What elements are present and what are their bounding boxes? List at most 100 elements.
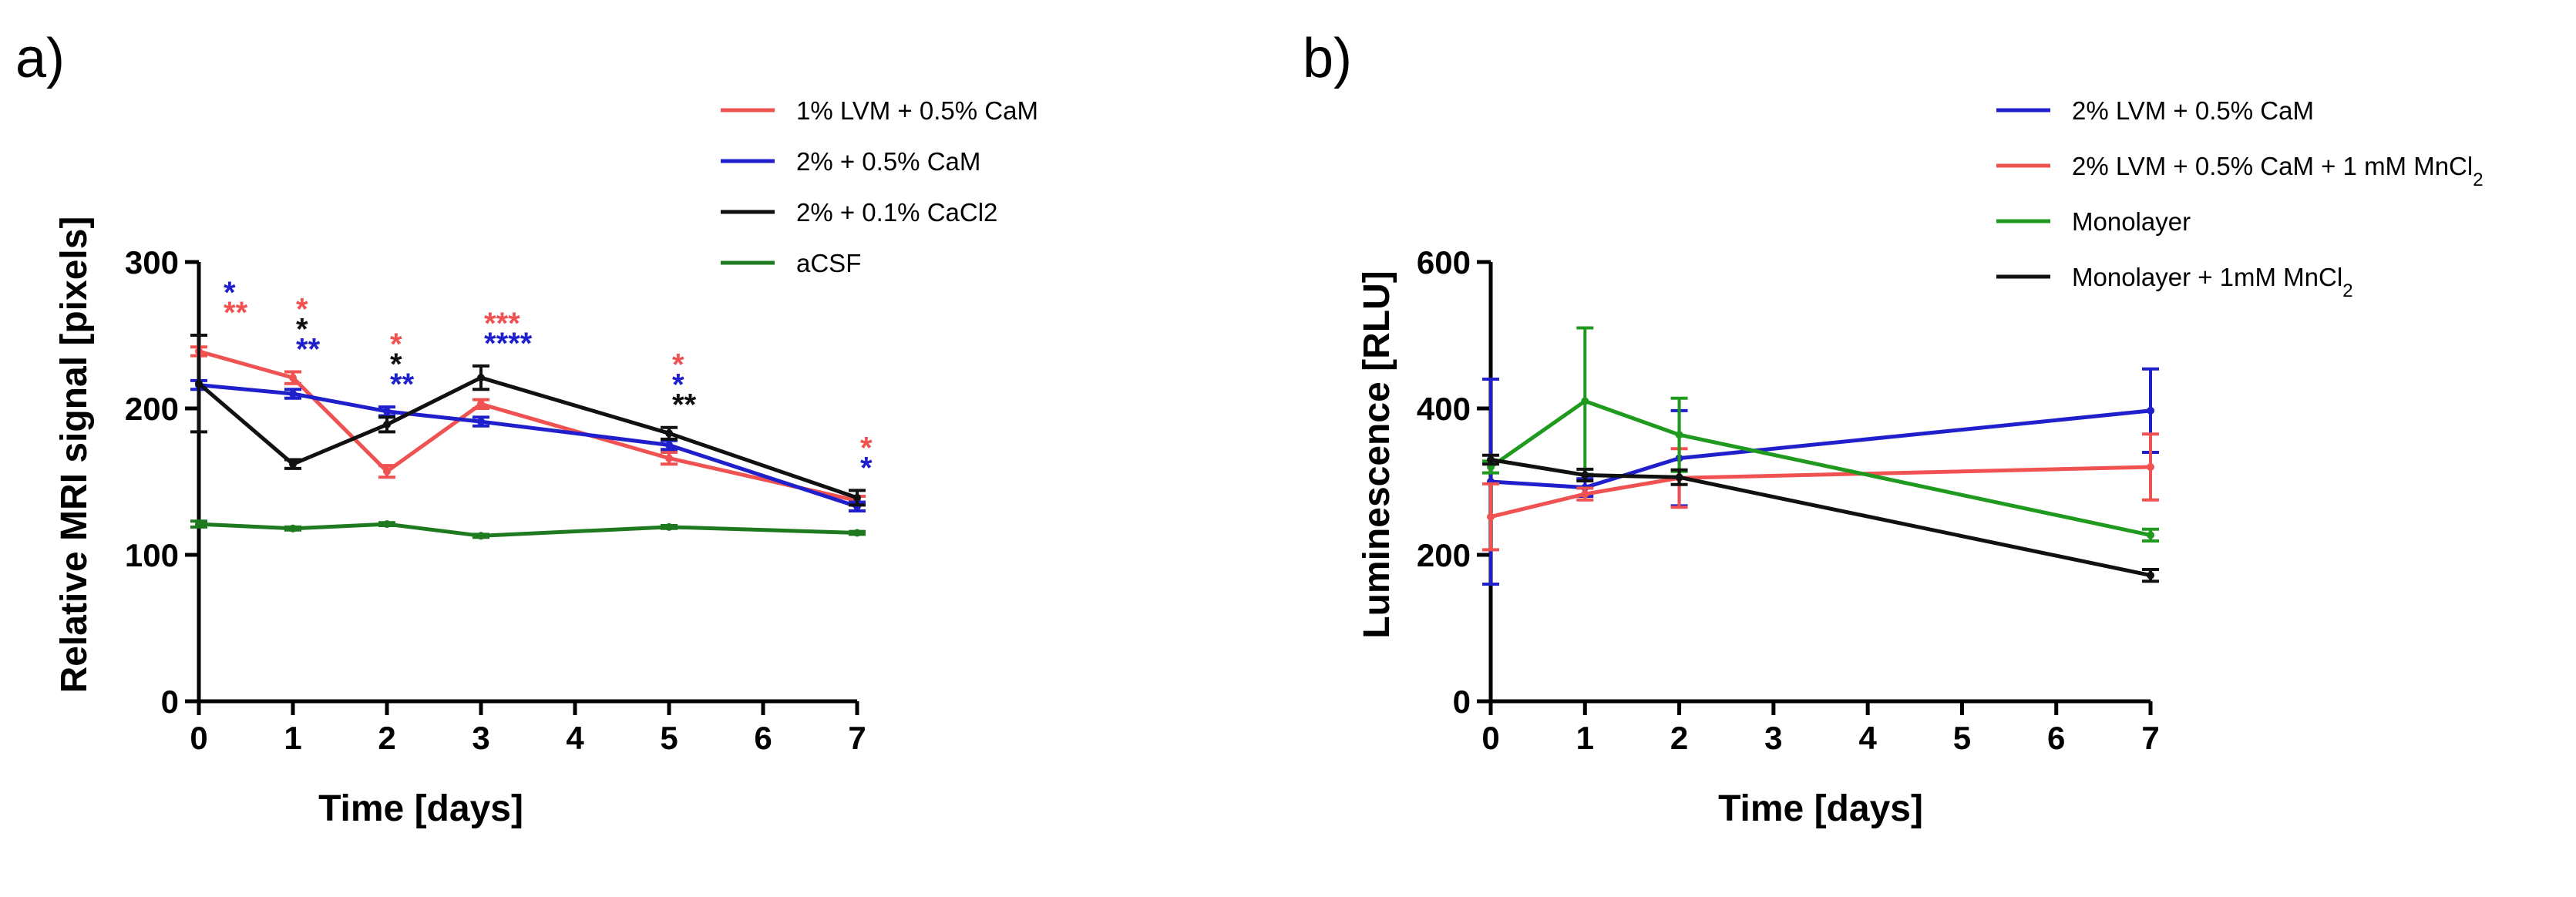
data-point [665,429,673,438]
data-point [477,532,485,540]
data-point [665,522,673,531]
data-point [1675,431,1683,439]
series-3 [1482,326,2159,543]
series-4 [190,519,866,540]
legend-label: Monolayer + 1mM MnCl2 [2072,263,2353,301]
data-point [853,529,861,537]
series-2 [1482,432,2159,552]
y-tick-label: 0 [161,684,179,720]
series-line [1490,408,2151,490]
data-point [1487,512,1495,521]
x-tick-label: 7 [848,720,866,756]
panel-b-label: b) [1303,28,1352,89]
x-tick-label: 3 [472,720,489,756]
data-point [477,374,485,382]
series-4 [1482,453,2159,583]
data-point [195,520,203,529]
significance-marker: * [296,293,308,327]
x-tick-label: 4 [566,720,584,756]
y-axis-title-a: Relative MRI signal [pixels] [54,217,95,694]
significance-marker: ** [296,333,321,367]
x-tick-label: 6 [754,720,772,756]
y-axis-title-b: Luminescence [RLU] [1357,270,1397,638]
series-line [198,349,858,503]
x-tick-label: 7 [2141,720,2159,756]
series-line [1490,465,2151,519]
significance-marker: *** [484,307,520,341]
x-tick-label: 1 [1576,720,1594,756]
data-point [1581,471,1589,479]
y-tick-label: 100 [125,537,179,573]
significance-marker: * [860,451,873,485]
panel-a-label: a) [15,28,65,89]
series-line [198,383,858,509]
y-tick-label: 600 [1417,244,1471,281]
data-point [1581,397,1589,405]
legend-label: 2% LVM + 0.5% CaM [2072,96,2314,125]
series-line [1489,399,2151,537]
data-point [2147,571,2154,580]
y-tick-label: 200 [1417,537,1471,573]
x-axis-title-b: Time [days] [1718,788,1923,829]
x-tick-label: 4 [1858,720,1877,756]
x-axis-title-a: Time [days] [318,788,523,829]
significance-marker: ** [672,388,697,422]
significance-marker: ** [390,368,415,401]
x-tick-label: 6 [2047,720,2065,756]
data-point [383,520,391,529]
significance-marker: * [860,431,873,465]
significance-marker: ** [224,296,248,330]
data-point [289,460,297,469]
significance-marker: **** [484,327,533,361]
chart-panel-b: b) 0 200 400 600 0 1 2 3 4 5 6 7 2% LVM + 0.5% CaM 2… [1303,28,2484,829]
data-point [2147,463,2154,471]
data-point [1487,455,1495,464]
data-point [1675,473,1683,482]
significance-marker: * [390,348,402,381]
significance-marker: * [672,368,684,402]
series-line [197,375,858,500]
y-tick-label: 400 [1417,391,1471,427]
legend-label: 1% LVM + 0.5% CaM [796,96,1038,125]
x-tick-label: 5 [1953,720,1971,756]
x-tick-label: 5 [660,720,678,756]
y-tick-label: 200 [125,391,179,427]
x-tick-label: 1 [284,720,301,756]
data-point [477,418,485,426]
series-3 [190,334,866,507]
y-tick-label: 300 [125,244,179,281]
data-point [2147,406,2154,415]
data-point [383,467,391,475]
legend-label: 2% + 0.5% CaM [796,147,980,176]
significance-marker: * [296,313,308,347]
x-tick-label: 2 [1670,720,1688,756]
legend-label: aCSF [796,249,861,277]
data-point [853,493,861,502]
significance-marker: * [224,276,236,310]
data-point [289,390,297,398]
x-tick-label: 3 [1764,720,1782,756]
data-point [665,441,673,449]
legend-label: Monolayer [2072,207,2191,236]
data-point [383,420,391,428]
data-point [383,407,391,415]
data-point [289,524,297,532]
data-point [289,374,297,382]
series-line [1490,458,2151,578]
data-point [195,379,203,388]
x-tick-label: 0 [190,720,207,756]
legend-label: 2% LVM + 0.5% CaM + 1 mM MnCl2 [2072,152,2484,190]
x-tick-label: 2 [378,720,395,756]
data-point [1581,490,1589,499]
x-tick-label: 0 [1481,720,1499,756]
data-point [2147,531,2154,539]
series-2 [190,378,866,512]
legend-subscript: 2 [2473,170,2483,190]
significance-marker: * [390,328,402,361]
data-point [477,400,485,408]
y-tick-label: 0 [1453,684,1471,720]
legend-subscript: 2 [2342,281,2352,301]
legend-label: 2% + 0.1% CaCl2 [796,198,997,227]
